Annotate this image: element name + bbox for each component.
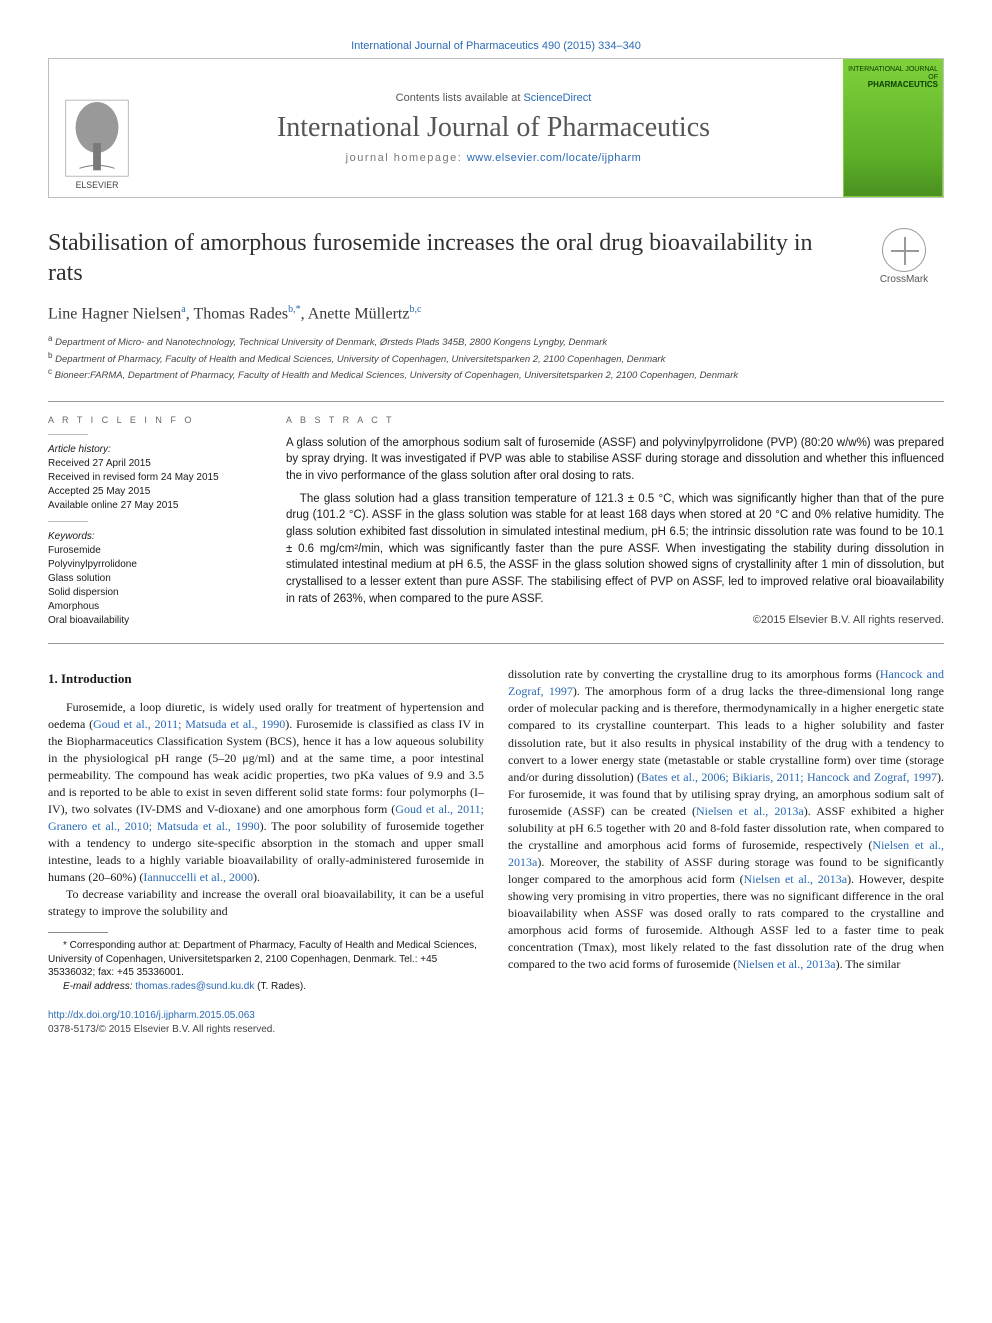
- issn-copyright: 0378-5173/© 2015 Elsevier B.V. All right…: [48, 1024, 275, 1035]
- contents-line: Contents lists available at ScienceDirec…: [396, 92, 592, 104]
- citation-link[interactable]: Nielsen et al., 2013a: [737, 957, 835, 971]
- abstract-para: The glass solution had a glass transitio…: [286, 491, 944, 608]
- affiliation-a: a Department of Micro- and Nanotechnolog…: [48, 333, 944, 349]
- publisher-logo[interactable]: ELSEVIER: [49, 59, 144, 197]
- journal-title: International Journal of Pharmaceutics: [277, 112, 710, 144]
- sciencedirect-link[interactable]: ScienceDirect: [523, 92, 591, 104]
- svg-text:ELSEVIER: ELSEVIER: [75, 180, 118, 190]
- abstract-para: A glass solution of the amorphous sodium…: [286, 435, 944, 485]
- body-para: To decrease variability and increase the…: [48, 886, 484, 920]
- history-revised: Received in revised form 24 May 2015: [48, 472, 219, 483]
- history-received: Received 27 April 2015: [48, 458, 151, 469]
- keyword: Polyvinylpyrrolidone: [48, 559, 137, 570]
- doi-link[interactable]: http://dx.doi.org/10.1016/j.ijpharm.2015…: [48, 1010, 255, 1021]
- homepage-prefix: journal homepage:: [346, 152, 467, 164]
- footnote-separator: [48, 932, 108, 933]
- elsevier-tree-icon: ELSEVIER: [58, 93, 136, 193]
- email-link[interactable]: thomas.rades@sund.ku.dk: [135, 981, 254, 992]
- journal-header: ELSEVIER Contents lists available at Sci…: [48, 58, 944, 198]
- citation-link[interactable]: Nielsen et al., 2013a: [744, 872, 847, 886]
- history-online: Available online 27 May 2015: [48, 500, 178, 511]
- abstract: A B S T R A C T A glass solution of the …: [286, 414, 944, 630]
- header-center: Contents lists available at ScienceDirec…: [144, 59, 843, 197]
- affiliations: a Department of Micro- and Nanotechnolog…: [48, 333, 944, 382]
- affiliation-b: b Department of Pharmacy, Faculty of Hea…: [48, 350, 944, 366]
- crossmark-icon: [882, 228, 926, 272]
- keyword: Solid dispersion: [48, 587, 119, 598]
- journal-reference[interactable]: International Journal of Pharmaceutics 4…: [48, 40, 944, 52]
- article-title: Stabilisation of amorphous furosemide in…: [48, 228, 852, 288]
- corresponding-author: * Corresponding author at: Department of…: [48, 939, 484, 980]
- history-label: Article history:: [48, 444, 111, 455]
- keywords-label: Keywords:: [48, 531, 95, 542]
- keyword: Oral bioavailability: [48, 615, 129, 626]
- keyword: Glass solution: [48, 573, 111, 584]
- affiliation-c: c Bioneer:FARMA, Department of Pharmacy,…: [48, 366, 944, 382]
- homepage-line: journal homepage: www.elsevier.com/locat…: [346, 152, 642, 164]
- homepage-link[interactable]: www.elsevier.com/locate/ijpharm: [467, 152, 641, 164]
- authors: Line Hagner Nielsena, Thomas Radesb,*, A…: [48, 304, 944, 323]
- keyword: Furosemide: [48, 545, 101, 556]
- section-heading: 1. Introduction: [48, 670, 484, 688]
- citation-link[interactable]: Bates et al., 2006; Bikiaris, 2011; Hanc…: [641, 770, 937, 784]
- citation-link[interactable]: Nielsen et al., 2013a: [696, 804, 804, 818]
- crossmark-label: CrossMark: [880, 274, 928, 285]
- contents-prefix: Contents lists available at: [396, 92, 524, 104]
- body-text: 1. Introduction Furosemide, a loop diure…: [48, 666, 944, 993]
- crossmark-badge[interactable]: CrossMark: [864, 228, 944, 285]
- journal-cover[interactable]: INTERNATIONAL JOURNAL OF PHARMACEUTICS: [843, 59, 943, 197]
- abstract-copyright: ©2015 Elsevier B.V. All rights reserved.: [286, 613, 944, 629]
- cover-label: INTERNATIONAL JOURNAL OF PHARMACEUTICS: [844, 66, 938, 90]
- body-para: Furosemide, a loop diuretic, is widely u…: [48, 699, 484, 886]
- abstract-heading: A B S T R A C T: [286, 414, 944, 427]
- citation-link[interactable]: Iannuccelli et al., 2000: [143, 870, 253, 884]
- info-band: A R T I C L E I N F O Article history: R…: [48, 401, 944, 645]
- doi-block: http://dx.doi.org/10.1016/j.ijpharm.2015…: [48, 1009, 944, 1037]
- email-line: E-mail address: thomas.rades@sund.ku.dk …: [48, 980, 484, 994]
- body-para: dissolution rate by converting the cryst…: [508, 666, 944, 973]
- keyword: Amorphous: [48, 601, 99, 612]
- article-info: A R T I C L E I N F O Article history: R…: [48, 414, 258, 630]
- article-info-heading: A R T I C L E I N F O: [48, 414, 258, 427]
- citation-link[interactable]: Goud et al., 2011; Matsuda et al., 1990: [93, 717, 285, 731]
- history-accepted: Accepted 25 May 2015: [48, 486, 150, 497]
